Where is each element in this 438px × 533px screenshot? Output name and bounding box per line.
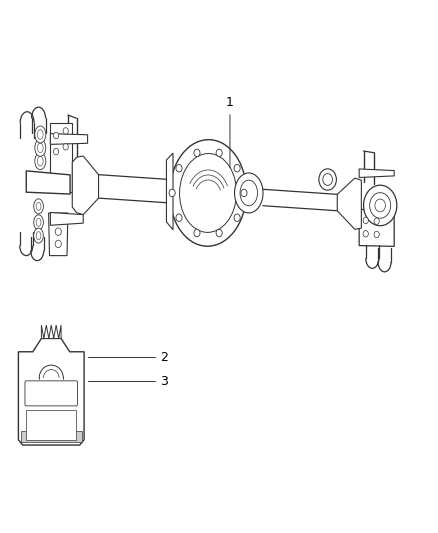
Ellipse shape xyxy=(35,139,46,156)
Circle shape xyxy=(53,148,59,155)
Polygon shape xyxy=(166,153,173,230)
Circle shape xyxy=(194,229,200,237)
Ellipse shape xyxy=(34,228,43,243)
Bar xyxy=(21,431,82,442)
Circle shape xyxy=(176,165,182,172)
Circle shape xyxy=(216,149,222,157)
Circle shape xyxy=(234,214,240,221)
Polygon shape xyxy=(49,213,68,256)
Circle shape xyxy=(374,231,379,238)
Circle shape xyxy=(194,149,200,157)
Circle shape xyxy=(63,128,68,134)
Circle shape xyxy=(55,240,61,248)
Polygon shape xyxy=(18,338,84,445)
Circle shape xyxy=(216,229,222,237)
Circle shape xyxy=(63,144,68,150)
Ellipse shape xyxy=(35,126,46,143)
Circle shape xyxy=(363,231,368,237)
Polygon shape xyxy=(50,123,72,192)
Ellipse shape xyxy=(34,215,43,230)
Circle shape xyxy=(374,218,379,224)
Circle shape xyxy=(55,228,61,236)
Ellipse shape xyxy=(35,152,46,169)
Circle shape xyxy=(319,169,336,190)
Polygon shape xyxy=(50,134,88,144)
Polygon shape xyxy=(72,156,99,215)
Circle shape xyxy=(169,189,175,197)
Polygon shape xyxy=(337,178,361,229)
Circle shape xyxy=(364,185,397,225)
Circle shape xyxy=(234,165,240,172)
Polygon shape xyxy=(359,169,394,177)
Ellipse shape xyxy=(34,199,43,214)
Polygon shape xyxy=(359,209,394,246)
Circle shape xyxy=(176,214,182,221)
Ellipse shape xyxy=(234,173,263,213)
Circle shape xyxy=(53,132,59,139)
Polygon shape xyxy=(26,171,70,194)
Polygon shape xyxy=(41,325,61,338)
Text: 1: 1 xyxy=(226,96,234,109)
Ellipse shape xyxy=(170,140,247,246)
Polygon shape xyxy=(50,213,83,225)
Circle shape xyxy=(241,189,247,197)
Text: 3: 3 xyxy=(160,375,168,387)
Text: 2: 2 xyxy=(160,351,168,364)
Circle shape xyxy=(363,217,368,224)
Bar xyxy=(26,410,76,440)
